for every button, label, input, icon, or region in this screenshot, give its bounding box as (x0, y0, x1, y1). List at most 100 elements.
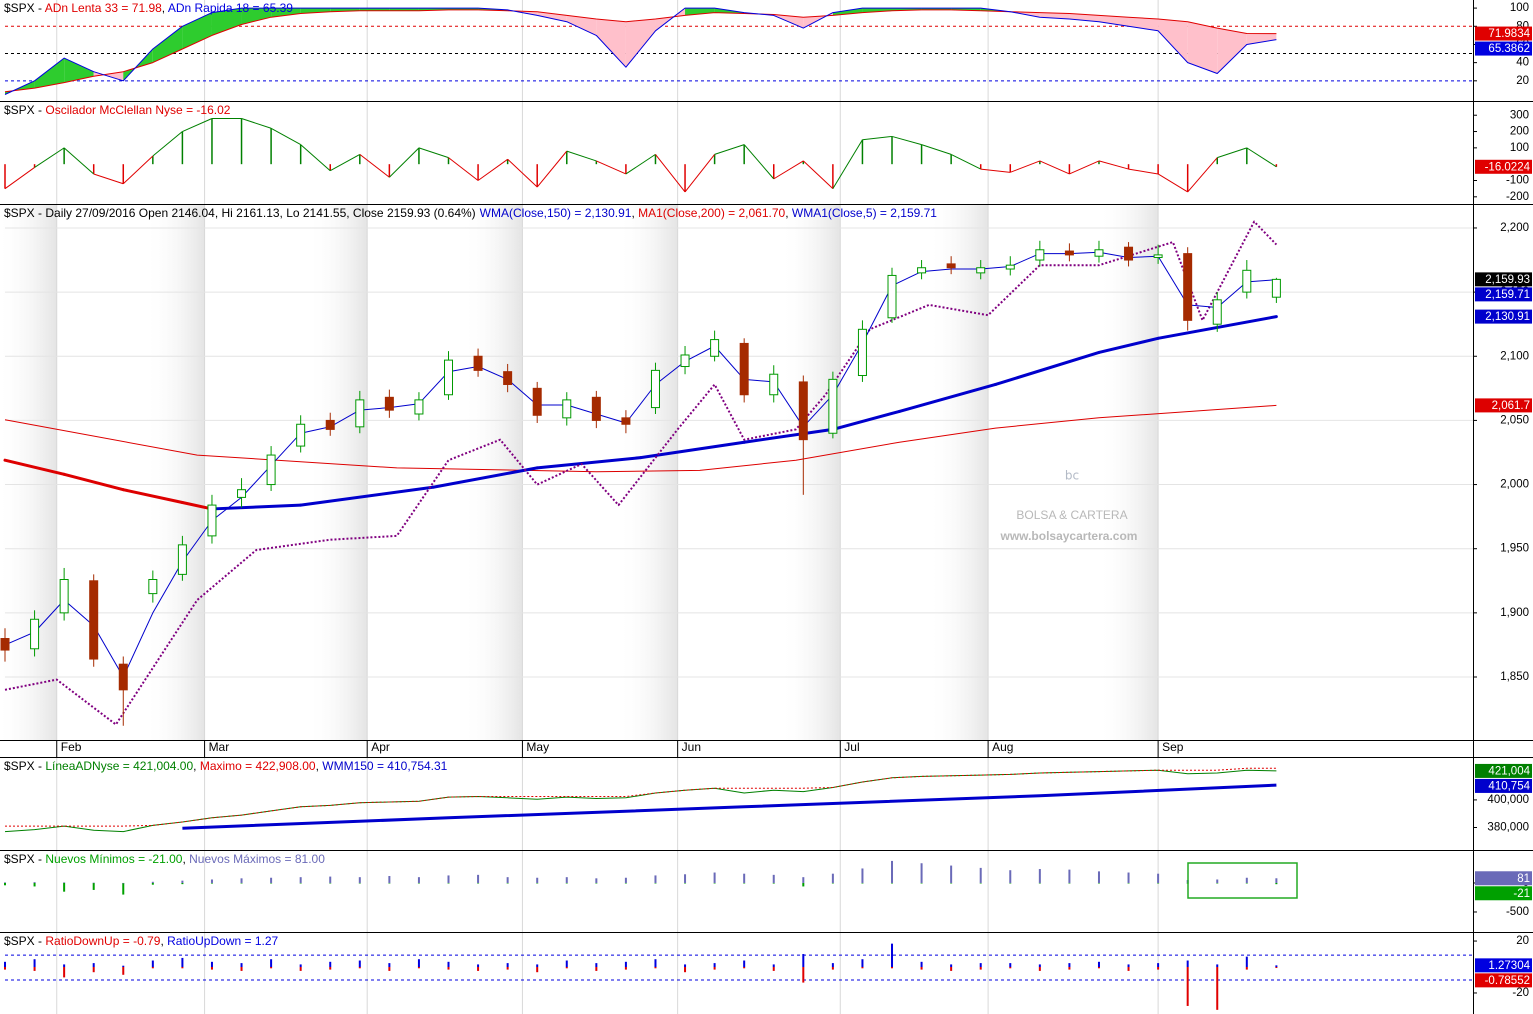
spread-fill (152, 26, 183, 63)
bar (802, 967, 805, 983)
bar (1097, 961, 1100, 968)
candle-body (30, 618, 40, 650)
bar (979, 967, 982, 970)
line-segment (3, 458, 66, 476)
bar (477, 967, 480, 971)
spread-fill (182, 12, 212, 49)
bar (979, 867, 982, 883)
bar (1127, 882, 1130, 884)
bar (920, 882, 923, 884)
bar (802, 877, 805, 883)
panel: -200 -100 100 200 300 -16.0224 $SPX - Oscilado… (0, 102, 1533, 205)
legend-name: Maximo (200, 759, 242, 773)
bar (506, 963, 509, 968)
legend: $SPX - Nuevos Mínimos = -21.00, Nuevos M… (4, 852, 325, 866)
bar (151, 881, 154, 883)
oscillator-segment (152, 131, 183, 157)
bar (1009, 963, 1012, 968)
spread-fill (1217, 28, 1247, 74)
bar (891, 967, 894, 969)
bar (299, 877, 302, 883)
oscillator-segment (359, 153, 390, 178)
bar (1068, 869, 1071, 883)
bar (388, 882, 391, 884)
legend-separator: = (877, 206, 891, 220)
oscillator-segment (684, 154, 716, 193)
legend-separator: = (118, 1, 132, 15)
oscillator-segment (1069, 160, 1100, 175)
candle-body (384, 396, 394, 411)
legend-value: 2,159.71 (890, 206, 937, 220)
legend-separator: = (119, 759, 133, 773)
candle-body (59, 579, 69, 614)
legend-joiner: , (182, 852, 189, 866)
bar (831, 967, 834, 970)
bar (1157, 963, 1160, 968)
spread-fill (566, 15, 597, 36)
bar (684, 964, 687, 968)
bar (506, 882, 509, 884)
spread-fill (1246, 33, 1277, 45)
candle-body (503, 371, 513, 385)
legend-name: WMM150 (322, 759, 374, 773)
bar (151, 882, 154, 885)
bar (4, 882, 6, 883)
candle-body (237, 489, 247, 498)
bar (477, 874, 480, 883)
bar (802, 954, 805, 968)
bar (240, 882, 243, 884)
oscillator-segment (1098, 160, 1129, 170)
oscillator-segment (63, 147, 95, 175)
oscillator-segment (1246, 147, 1277, 168)
bar (270, 959, 273, 968)
bar (33, 959, 36, 968)
spread-fill (211, 8, 242, 36)
oscillator-segment (300, 144, 331, 172)
candle-body (1153, 254, 1163, 258)
bar (565, 960, 568, 968)
oscillator-segment (862, 135, 893, 141)
candle-body (1035, 249, 1045, 261)
oscillator-segment (1157, 173, 1188, 193)
bar (624, 961, 627, 968)
oscillator-segment (1010, 160, 1041, 173)
bar (1097, 967, 1100, 969)
bar (329, 882, 332, 884)
bar (624, 877, 627, 883)
value-label: 421,004 (1488, 765, 1530, 777)
candle-body (710, 339, 720, 357)
legend-name: WMA(Close,150) (480, 206, 571, 220)
oscillator-segment (891, 135, 922, 146)
month-shade (307, 205, 368, 740)
oscillator-segment (1217, 147, 1247, 159)
bar (861, 868, 864, 883)
bar (210, 961, 213, 968)
bar (654, 959, 657, 968)
bar (950, 882, 953, 884)
bar (802, 882, 805, 887)
bar (1068, 967, 1071, 970)
oscillator-segment (714, 144, 745, 155)
legend-value: 65.39 (263, 1, 293, 15)
line-segment (432, 466, 539, 489)
bar (1009, 967, 1012, 969)
legend-separator: = (281, 852, 295, 866)
value-label: 2,061.7 (1492, 400, 1530, 412)
line-segment (299, 485, 436, 507)
panel: Feb Mar Apr May Jun Jul Aug Sep 1,850 1,900 1,950 2… (0, 205, 1533, 758)
bar (447, 961, 450, 968)
x-tick-label: May (526, 740, 549, 754)
value-label-box (1475, 871, 1532, 886)
candle-body (650, 369, 660, 409)
value-label: -0.78552 (1485, 975, 1530, 987)
bar (210, 967, 213, 970)
legend-value: 2,061.70 (739, 206, 786, 220)
bar (92, 882, 95, 884)
y-tick-label: 20 (1516, 935, 1529, 947)
bar (33, 967, 36, 971)
series-line (4, 251, 1277, 678)
bar (4, 967, 6, 970)
bar (1216, 964, 1219, 968)
